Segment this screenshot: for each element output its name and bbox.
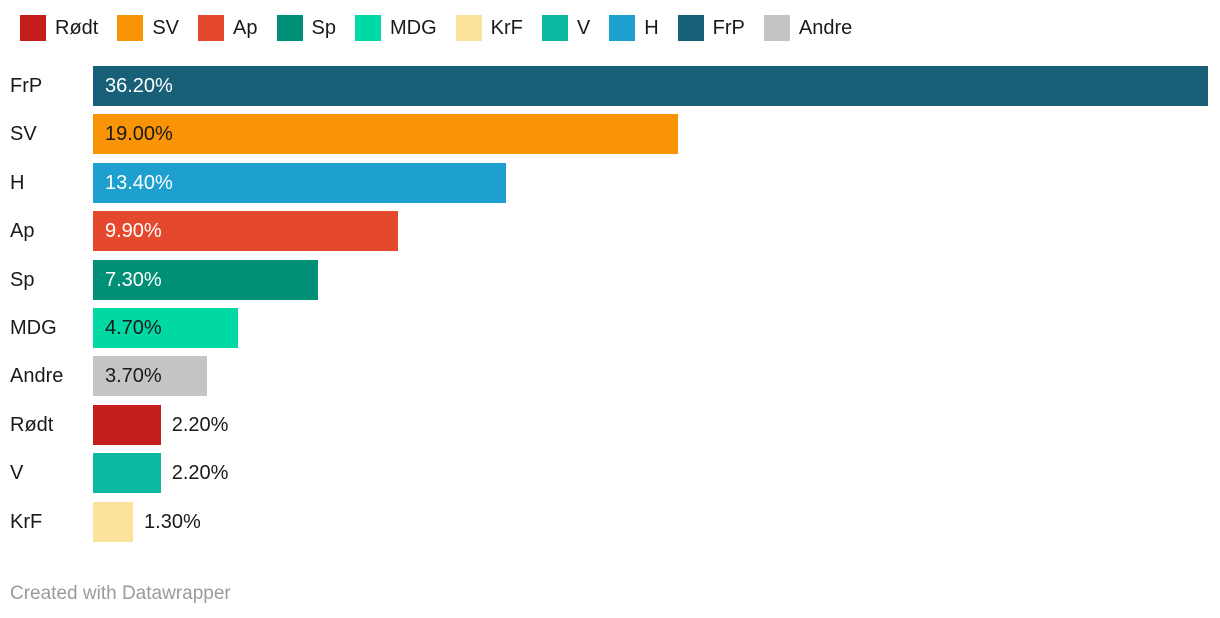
bar-sv <box>93 114 679 155</box>
bar-category-label: MDG <box>10 317 57 339</box>
legend-swatch-icon <box>763 15 790 41</box>
legend-swatch-icon <box>117 15 144 41</box>
bar-h <box>93 162 506 203</box>
bar-value-label: 19.00% <box>105 123 173 146</box>
legend-item-ap: Ap <box>198 15 258 41</box>
bar-category-label: Rødt <box>10 413 54 436</box>
bar-category-label: KrF <box>10 510 43 533</box>
legend-item-mdg: MDG <box>354 15 437 41</box>
bar-category-label: SV <box>10 123 37 146</box>
bar-category-label: H <box>10 171 25 194</box>
bar-value-label: 3.70% <box>105 365 162 388</box>
bar-rødt <box>93 404 161 445</box>
bar-andre <box>93 356 207 397</box>
bar-category-label: Ap <box>10 220 35 243</box>
legend-swatch-icon <box>276 15 303 41</box>
legend-label: Andre <box>798 17 853 39</box>
bar-row-frp: FrP 36.20% <box>0 66 1220 106</box>
bar-row-v: V 2.20% <box>0 453 1220 494</box>
legend-item-frp: FrP <box>677 15 745 41</box>
bar-row-mdg: MDG 4.70% <box>0 308 1220 348</box>
bar-category-label: Sp <box>10 268 35 291</box>
legend-label: KrF <box>490 17 523 39</box>
bar-value-label: 1.30% <box>144 510 201 533</box>
bar-sp <box>93 259 318 300</box>
bar-value-label: 7.30% <box>105 268 162 291</box>
legend-label: SV <box>152 17 180 39</box>
bar-row-ap: Ap 9.90% <box>0 211 1220 252</box>
bar-row-sp: Sp 7.30% <box>0 259 1220 300</box>
chart-legend: Rødt SV Ap Sp MDG KrF V H FrP Andre <box>20 15 852 41</box>
bar-row-h: H 13.40% <box>0 162 1220 203</box>
legend-item-v: V <box>541 15 591 41</box>
bar-value-label: 2.20% <box>171 462 229 485</box>
bar-value-label: 9.90% <box>105 220 162 243</box>
bar-value-label: 2.20% <box>171 413 229 436</box>
legend-label: MDG <box>389 17 437 39</box>
footer-credit: Created with Datawrapper <box>10 583 231 604</box>
legend-swatch-icon <box>677 15 704 41</box>
legend-item-sp: Sp <box>276 15 336 41</box>
legend-swatch-icon <box>198 15 225 41</box>
legend-label: FrP <box>712 17 745 39</box>
bar-row-rødt: Rødt 2.20% <box>0 404 1220 445</box>
bar-category-label: Andre <box>10 365 64 388</box>
legend-swatch-icon <box>20 15 46 41</box>
legend-item-rødt: Rødt <box>20 15 98 41</box>
legend-item-andre: Andre <box>763 15 853 41</box>
bar-value-label: 36.20% <box>105 75 173 97</box>
bar-row-andre: Andre 3.70% <box>0 356 1220 397</box>
bar-ap <box>93 211 398 252</box>
legend-label: H <box>644 17 659 39</box>
legend-swatch-icon <box>609 15 636 41</box>
bar-row-krf: KrF 1.30% <box>0 501 1220 542</box>
bar-value-label: 13.40% <box>105 171 173 194</box>
bar-frp <box>93 66 1208 106</box>
legend-label: Rødt <box>55 17 99 39</box>
bar-mdg <box>93 308 238 348</box>
legend-swatch-icon <box>354 15 381 41</box>
bar-krf <box>93 501 133 542</box>
bar-v <box>93 453 161 494</box>
legend-swatch-icon <box>455 15 482 41</box>
legend-label: Sp <box>311 17 336 39</box>
legend-label: Ap <box>233 17 258 39</box>
legend-swatch-icon <box>541 15 568 41</box>
legend-item-krf: KrF <box>455 15 523 41</box>
legend-item-h: H <box>609 15 659 41</box>
bar-category-label: V <box>10 462 24 485</box>
legend-item-sv: SV <box>117 15 179 41</box>
legend-label: V <box>576 17 591 39</box>
bar-category-label: FrP <box>10 75 43 97</box>
bar-value-label: 4.70% <box>105 317 162 339</box>
bar-row-sv: SV 19.00% <box>0 114 1220 155</box>
